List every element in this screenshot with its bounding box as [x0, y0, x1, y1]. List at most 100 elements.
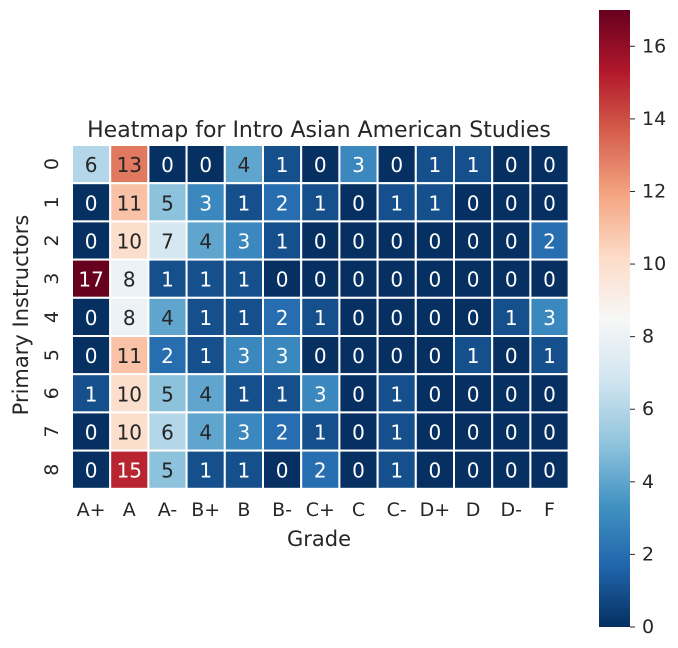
colorbar-tick-label: 16	[642, 35, 666, 57]
heatmap-cell-value: 0	[85, 459, 98, 483]
x-tick-label: A	[123, 499, 136, 521]
colorbar-tick-label: 0	[642, 616, 654, 638]
y-tick-label: 0	[41, 158, 63, 170]
heatmap-cell	[71, 220, 112, 261]
heatmap-cell-value: 0	[85, 306, 98, 330]
heatmap-cell-value: 5	[161, 191, 174, 215]
heatmap-cell-value: 11	[117, 191, 142, 215]
heatmap-cell-value: 1	[390, 382, 403, 406]
heatmap-cell-value: 0	[429, 344, 442, 368]
heatmap-cell-value: 0	[390, 153, 403, 177]
colorbar-tick-label: 14	[642, 108, 666, 130]
heatmap-cell-value: 2	[543, 230, 556, 254]
heatmap-cell-value: 0	[543, 191, 556, 215]
heatmap-cell	[300, 182, 341, 223]
heatmap-cell-value: 1	[199, 268, 212, 292]
y-tick-label: 2	[41, 234, 63, 246]
heatmap-cell-value: 0	[390, 268, 403, 292]
heatmap-cell-value: 10	[117, 230, 142, 254]
heatmap-cell	[185, 182, 226, 223]
x-tick-label: A+	[77, 499, 106, 521]
colorbar-tick-label: 10	[642, 253, 666, 275]
heatmap-cell	[453, 258, 494, 299]
heatmap-cell-value: 1	[199, 306, 212, 330]
heatmap-cell-value: 11	[117, 344, 142, 368]
heatmap-cells: 6 13 0 0 4 1 0 3 0 1 1 0 00 11 5 3 1 2 1 0 1 1 0 0 00 10 7 4 3 1 0 0 0 0 0…	[71, 144, 570, 490]
heatmap-cell	[300, 296, 341, 337]
heatmap-cell-value: 0	[505, 382, 518, 406]
heatmap-cell-value: 1	[314, 306, 327, 330]
y-axis-label: Primary Instructors	[9, 215, 33, 416]
heatmap-cell-value: 0	[352, 459, 365, 483]
heatmap-cell-value: 0	[314, 268, 327, 292]
heatmap-cell-value: 1	[199, 459, 212, 483]
heatmap-cell	[109, 335, 150, 376]
heatmap-cell	[491, 335, 532, 376]
heatmap-cell	[453, 373, 494, 414]
heatmap-cell	[300, 258, 341, 299]
y-tick-labels: 0 1 2 3 4 5 6 7 8	[41, 158, 63, 476]
heatmap-cell	[491, 258, 532, 299]
heatmap-cell	[262, 449, 303, 490]
heatmap-cell-value: 1	[314, 191, 327, 215]
heatmap-cell-value: 1	[199, 344, 212, 368]
colorbar-tick-label: 4	[642, 471, 654, 493]
heatmap-cell-value: 3	[238, 230, 251, 254]
heatmap-cell-value: 0	[505, 421, 518, 445]
heatmap-cell-value: 0	[505, 230, 518, 254]
heatmap-cell-value: 1	[85, 382, 98, 406]
heatmap-cell-value: 8	[123, 306, 136, 330]
heatmap-cell	[147, 296, 188, 337]
heatmap-cell-value: 3	[276, 344, 289, 368]
x-tick-label: F	[544, 499, 555, 521]
heatmap-cell-value: 3	[238, 344, 251, 368]
heatmap-cell-value: 0	[352, 344, 365, 368]
y-tick-label: 6	[41, 387, 63, 399]
heatmap-cell	[300, 449, 341, 490]
heatmap-cell-value: 0	[505, 344, 518, 368]
heatmap-cell-value: 1	[543, 344, 556, 368]
heatmap-cell-value: 0	[505, 459, 518, 483]
heatmap-cell-value: 1	[276, 230, 289, 254]
heatmap-cell-value: 4	[161, 306, 174, 330]
heatmap-cell-value: 1	[467, 344, 480, 368]
colorbar-tick-label: 2	[642, 543, 654, 565]
heatmap-cell-value: 0	[314, 153, 327, 177]
x-tick-label: C+	[306, 499, 335, 521]
heatmap-cell-value: 0	[429, 306, 442, 330]
heatmap-cell-value: 0	[505, 153, 518, 177]
heatmap-cell	[338, 144, 379, 185]
heatmap-cell	[414, 182, 455, 223]
heatmap-cell-value: 0	[352, 382, 365, 406]
heatmap-cell	[71, 449, 112, 490]
heatmap-cell-value: 3	[314, 382, 327, 406]
heatmap-cell	[262, 182, 303, 223]
heatmap-cell-value: 0	[467, 382, 480, 406]
heatmap-cell	[147, 449, 188, 490]
heatmap-cell-value: 0	[85, 421, 98, 445]
heatmap-cell-value: 3	[543, 306, 556, 330]
heatmap-cell-value: 0	[429, 421, 442, 445]
heatmap-cell-value: 2	[276, 191, 289, 215]
heatmap-cell	[491, 296, 532, 337]
heatmap-cell	[300, 411, 341, 452]
x-tick-label: C	[352, 499, 365, 521]
heatmap-cell-value: 0	[390, 306, 403, 330]
heatmap-cell-value: 5	[161, 459, 174, 483]
heatmap-cell-value: 1	[505, 306, 518, 330]
heatmap-cell-value: 1	[238, 306, 251, 330]
heatmap-cell	[185, 335, 226, 376]
heatmap-cell	[376, 258, 417, 299]
chart-title: Heatmap for Intro Asian American Studies	[87, 118, 551, 143]
heatmap-cell-value: 1	[429, 191, 442, 215]
heatmap-cell-value: 0	[429, 459, 442, 483]
heatmap-cell-value: 0	[543, 153, 556, 177]
heatmap-cell-value: 1	[238, 191, 251, 215]
heatmap-cell-value: 0	[352, 306, 365, 330]
colorbar-tick-label: 6	[642, 398, 654, 420]
heatmap-cell-value: 0	[352, 230, 365, 254]
heatmap-cell	[529, 373, 570, 414]
heatmap-cell-value: 1	[238, 382, 251, 406]
heatmap-cell-value: 7	[161, 230, 174, 254]
